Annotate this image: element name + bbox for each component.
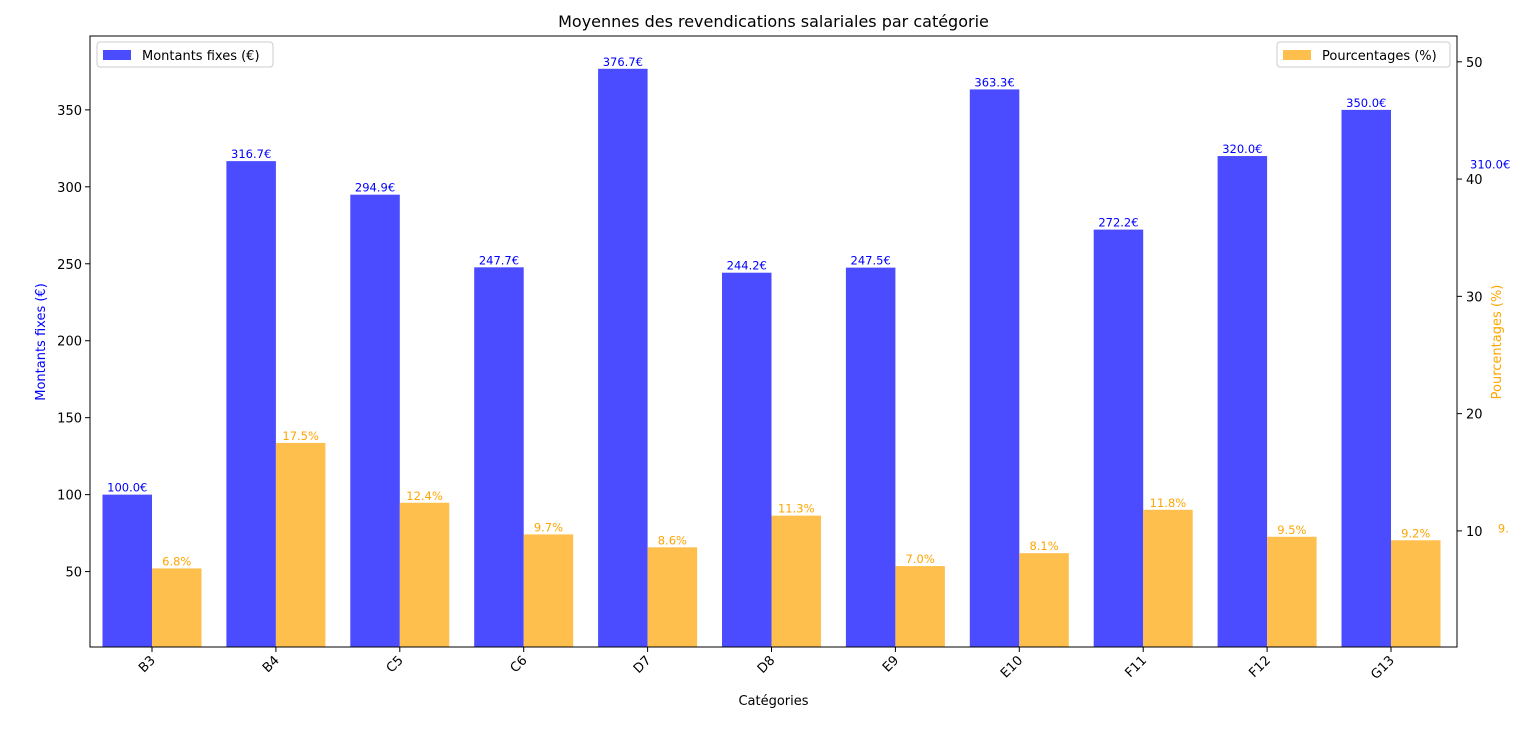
bar-montant-G13 — [1341, 109, 1391, 648]
legend-swatch-montants — [103, 50, 131, 60]
x-tick-label-D8: D8 — [755, 653, 779, 677]
x-tick-label-E9: E9 — [880, 653, 902, 675]
data-label-montant-F11: 272.2€ — [1098, 216, 1138, 230]
bar-pourcentage-B4 — [275, 442, 326, 647]
x-tick-label-D7: D7 — [631, 653, 655, 677]
bar-pourcentage-D7 — [647, 547, 698, 647]
y-tick-label-right: 30 — [1466, 290, 1483, 305]
bar-montant-B3 — [102, 494, 152, 647]
bar-montant-F11 — [1093, 229, 1144, 648]
y-tick-label-left: 300 — [57, 181, 82, 196]
legend-swatch-pourcentages — [1283, 50, 1311, 60]
overflow-data-label: 9. — [1498, 522, 1509, 536]
data-label-pourcentage-C5: 12.4% — [406, 489, 443, 503]
legend-label-montants: Montants fixes (€) — [142, 49, 260, 64]
data-label-montant-B4: 316.7€ — [231, 147, 271, 161]
data-label-montant-F12: 320.0€ — [1222, 142, 1262, 156]
x-axis-label: Catégories — [738, 694, 808, 709]
bar-pourcentage-E10 — [1019, 553, 1069, 647]
bar-montant-E10 — [969, 89, 1020, 647]
bar-pourcentage-F12 — [1267, 536, 1317, 647]
y-tick-label-right: 50 — [1466, 56, 1483, 71]
x-tick-label-C5: C5 — [384, 653, 407, 676]
bar-montant-B4 — [226, 161, 276, 647]
bar-pourcentage-B3 — [152, 568, 202, 647]
x-tick-label-E10: E10 — [998, 653, 1026, 681]
bar-pourcentage-G13 — [1391, 540, 1441, 647]
y-tick-label-left: 150 — [57, 412, 82, 427]
data-label-pourcentage-F11: 11.8% — [1150, 496, 1187, 510]
bar-montant-E9 — [845, 267, 896, 647]
legend-right: Pourcentages (%) — [1276, 41, 1451, 68]
x-tick-label-G13: G13 — [1368, 653, 1397, 682]
data-label-pourcentage-B3: 6.8% — [162, 554, 191, 568]
data-label-montant-C5: 294.9€ — [355, 181, 395, 195]
legend-left: Montants fixes (€) — [96, 41, 274, 68]
y-tick-label-right: 40 — [1466, 173, 1483, 188]
y-tick-label-left: 350 — [57, 104, 82, 119]
bar-montant-F12 — [1217, 156, 1268, 647]
bar-pourcentage-D8 — [771, 515, 821, 647]
data-label-pourcentage-E10: 8.1% — [1029, 539, 1058, 553]
y-tick-label-left: 250 — [57, 258, 82, 273]
data-label-montant-D8: 244.2€ — [727, 259, 767, 273]
y-axis-label-left: Montants fixes (€) — [34, 283, 49, 401]
data-label-pourcentage-F12: 9.5% — [1277, 523, 1306, 537]
y-tick-label-right: 10 — [1466, 525, 1483, 540]
x-tick-label-C6: C6 — [508, 653, 531, 676]
y-axis-label-right: Pourcentages (%) — [1490, 285, 1505, 400]
x-tick-label-B3: B3 — [136, 653, 159, 676]
x-tick-label-F11: F11 — [1122, 653, 1150, 681]
bar-pourcentage-C6 — [523, 534, 574, 647]
overflow-data-label: 310.0€ — [1470, 157, 1510, 171]
bar-montant-D8 — [722, 272, 772, 647]
data-label-pourcentage-D8: 11.3% — [778, 502, 815, 516]
data-label-montant-G13: 350.0€ — [1346, 96, 1386, 110]
bar-pourcentage-F11 — [1143, 509, 1193, 647]
plot-frame — [89, 35, 1458, 648]
data-label-pourcentage-C6: 9.7% — [534, 520, 563, 534]
chart-title: Moyennes des revendications salariales p… — [558, 12, 989, 31]
data-label-montant-E9: 247.5€ — [851, 254, 891, 268]
x-tick-label-B4: B4 — [260, 653, 283, 676]
bar-pourcentage-E9 — [895, 566, 945, 647]
data-label-montant-C6: 247.7€ — [479, 253, 519, 267]
data-label-pourcentage-E9: 7.0% — [906, 552, 935, 566]
data-label-montant-D7: 376.7€ — [603, 55, 643, 69]
y-tick-label-right: 20 — [1466, 408, 1483, 423]
data-label-montant-E10: 363.3€ — [974, 75, 1014, 89]
bar-montant-C5 — [350, 194, 400, 648]
bar-montant-C6 — [474, 267, 524, 647]
data-label-montant-B3: 100.0€ — [107, 481, 147, 495]
y-tick-label-left: 200 — [57, 335, 82, 350]
data-label-pourcentage-G13: 9.2% — [1401, 526, 1430, 540]
legend-label-pourcentages: Pourcentages (%) — [1322, 49, 1437, 64]
bar-montant-D7 — [598, 68, 648, 647]
data-label-pourcentage-B4: 17.5% — [282, 429, 319, 443]
y-tick-label-left: 100 — [57, 489, 82, 504]
data-label-pourcentage-D7: 8.6% — [658, 533, 687, 547]
x-tick-label-F12: F12 — [1246, 653, 1274, 681]
bar-pourcentage-C5 — [399, 502, 450, 647]
y-tick-label-left: 50 — [65, 566, 82, 581]
